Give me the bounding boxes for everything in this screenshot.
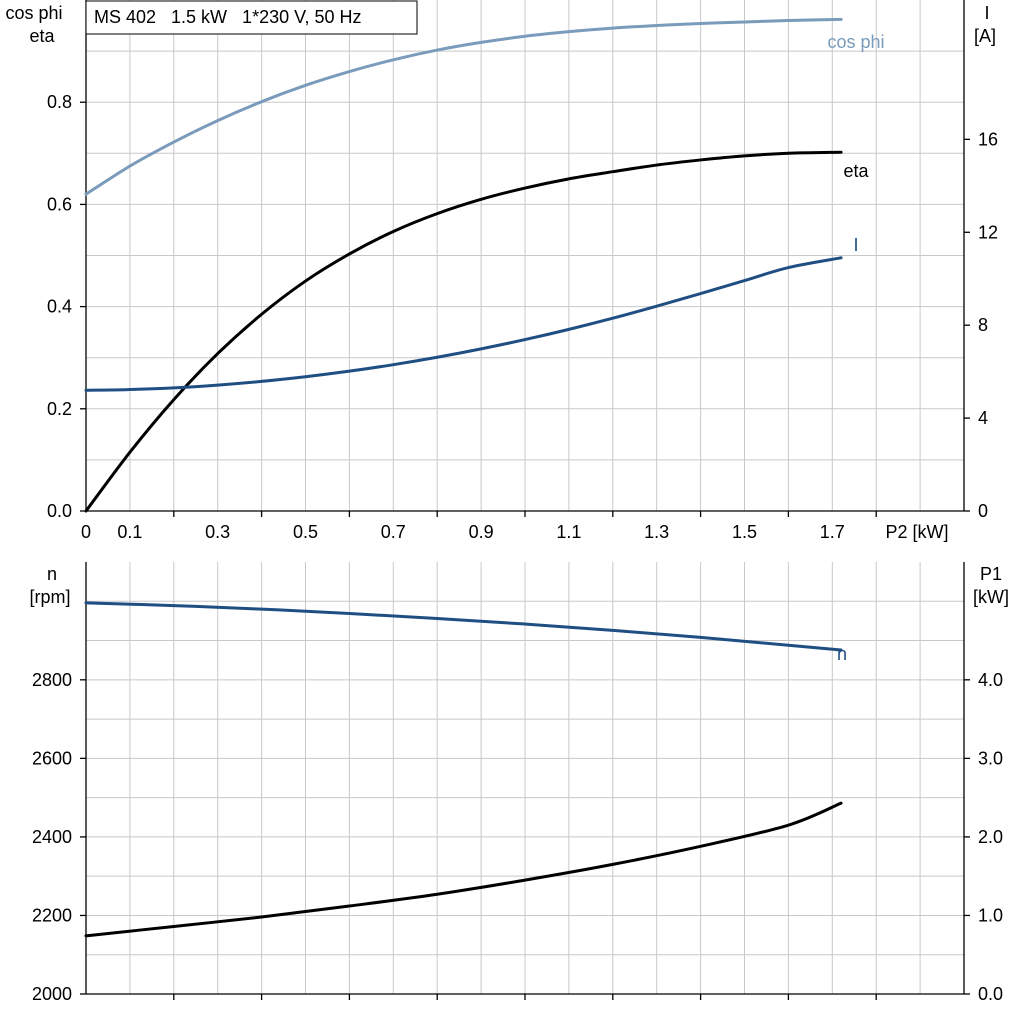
bottom-grid [86,562,964,994]
cosphi-series-label: cos phi [827,32,884,52]
left-tick-label: 2800 [32,670,72,690]
top-left-axis-label-2: eta [29,26,55,46]
eta-series-label: eta [843,161,869,181]
right-tick-label: 4 [978,408,988,428]
bottom-curves [84,601,843,938]
right-tick-label: 12 [978,222,998,242]
bottom-right-axis-label-1: P1 [980,564,1002,584]
x-tick-label: 1.3 [644,522,669,542]
x-tick-label: 1.7 [820,522,845,542]
x-axis-label: P2 [kW] [885,522,948,542]
top-right-axis-label-1: I [984,3,989,23]
right-tick-label: 16 [978,129,998,149]
x-tick-label: 0.3 [205,522,230,542]
top-right-axis-label-2: [A] [974,26,996,46]
right-tick-label: 2.0 [978,827,1003,847]
right-tick-label: 1.0 [978,905,1003,925]
x-tick-label: 0.9 [469,522,494,542]
x-tick-label: 1.1 [556,522,581,542]
left-tick-label: 0.0 [47,501,72,521]
top-ticks: 0.0 0.2 0.4 0.6 0.8 0 4 8 12 16 0 0.1 0.3 0.5 0.7 0.9 1.… [47,92,998,542]
speed-series-label: n [837,644,847,664]
bottom-ticks: 2000 2200 2400 2600 2800 0.0 1.0 2.0 3.0 4.0 [32,670,1003,1004]
right-tick-label: 4.0 [978,670,1003,690]
top-grid [86,0,964,511]
bottom-left-axis-label-2: [rpm] [29,587,70,607]
left-tick-label: 2200 [32,905,72,925]
right-tick-label: 8 [978,315,988,335]
top-left-axis-label-1: cos phi [5,3,62,23]
x-tick-label: 1.5 [732,522,757,542]
left-tick-label: 0.2 [47,399,72,419]
x-tick-label: 0.1 [117,522,142,542]
left-tick-label: 0.6 [47,194,72,214]
right-tick-label: 3.0 [978,748,1003,768]
cosphi-curve [84,17,843,196]
title-box [85,0,418,35]
current-curve [84,256,843,392]
left-tick-label: 0.8 [47,92,72,112]
p1-curve [84,801,843,938]
left-tick-label: 0.4 [47,297,72,317]
left-tick-label: 2000 [32,984,72,1004]
x-tick-label: 0.5 [293,522,318,542]
left-tick-label: 2600 [32,748,72,768]
top-curves [84,17,843,513]
chart-title: MS 402 1.5 kW 1*230 V, 50 Hz [94,7,361,27]
speed-curve [84,601,843,652]
x-tick-label: 0.7 [381,522,406,542]
current-series-label: I [853,235,858,255]
top-panel: 0.0 0.2 0.4 0.6 0.8 0 4 8 12 16 0 0.1 0.3 0.5 0.7 0.9 1.… [5,0,998,542]
bottom-panel: 2000 2200 2400 2600 2800 0.0 1.0 2.0 3.0 4.0 n [r… [29,562,1009,1004]
bottom-left-axis-label-1: n [47,564,57,584]
right-tick-label: 0 [978,501,988,521]
right-tick-label: 0.0 [978,984,1003,1004]
bottom-right-axis-label-2: [kW] [973,587,1009,607]
x-tick-label: 0 [81,522,91,542]
eta-curve [84,150,843,513]
left-tick-label: 2400 [32,827,72,847]
